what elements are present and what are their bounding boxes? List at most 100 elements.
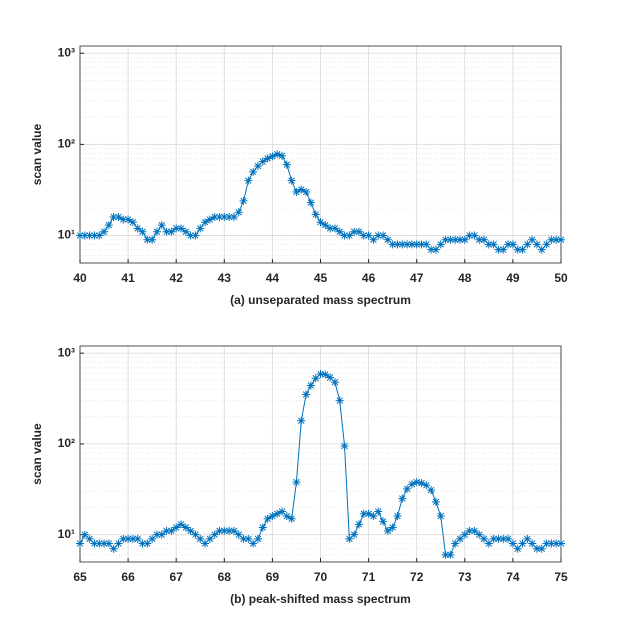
marker [114, 212, 123, 221]
marker [326, 224, 335, 233]
marker [383, 526, 392, 535]
marker [119, 534, 128, 543]
marker [138, 227, 147, 236]
marker [427, 245, 436, 254]
marker [537, 245, 546, 254]
marker [528, 235, 537, 244]
marker [470, 526, 479, 535]
marker [109, 212, 118, 221]
marker [350, 227, 359, 236]
marker [557, 539, 565, 548]
marker [523, 240, 532, 249]
y-tick-label: 10² [58, 137, 75, 151]
marker [162, 227, 171, 236]
marker [383, 235, 392, 244]
marker [475, 530, 484, 539]
marker [76, 539, 84, 548]
marker [311, 374, 320, 383]
marker [239, 534, 248, 543]
marker [167, 526, 176, 535]
marker [311, 210, 320, 219]
marker [547, 235, 556, 244]
marker [258, 523, 267, 532]
marker [508, 240, 517, 249]
marker [124, 215, 133, 224]
marker [292, 478, 301, 487]
marker [109, 544, 118, 553]
marker [364, 231, 373, 240]
marker [205, 215, 214, 224]
marker [143, 539, 152, 548]
x-tick-label: 48 [458, 271, 472, 285]
marker [306, 381, 315, 390]
marker [249, 539, 258, 548]
marker [532, 544, 541, 553]
marker [379, 517, 388, 526]
marker [537, 544, 546, 553]
marker [95, 231, 104, 240]
marker [273, 150, 282, 159]
x-tick-label: 50 [554, 271, 568, 285]
marker [306, 198, 315, 207]
marker [451, 539, 460, 548]
marker [220, 212, 229, 221]
x-tick-label: 46 [362, 271, 376, 285]
marker [282, 160, 291, 169]
marker [104, 221, 113, 230]
marker [532, 240, 541, 249]
marker [403, 240, 412, 249]
marker [547, 539, 556, 548]
marker [484, 240, 493, 249]
marker [441, 235, 450, 244]
marker [239, 196, 248, 205]
marker [504, 534, 513, 543]
marker [403, 484, 412, 493]
marker [513, 245, 522, 254]
axes-box [79, 345, 562, 563]
x-tick-label: 49 [506, 271, 520, 285]
marker [278, 507, 287, 516]
marker [417, 479, 426, 488]
marker [379, 231, 388, 240]
marker [321, 370, 330, 379]
marker [244, 534, 253, 543]
marker [292, 188, 301, 197]
marker [80, 530, 89, 539]
marker [393, 512, 402, 521]
marker [177, 520, 186, 529]
marker [76, 231, 84, 240]
marker [455, 534, 464, 543]
marker [90, 231, 99, 240]
marker [513, 544, 522, 553]
marker [104, 539, 113, 548]
marker [508, 539, 517, 548]
marker [268, 152, 277, 161]
marker [369, 512, 378, 521]
marker [345, 231, 354, 240]
marker [148, 534, 157, 543]
marker [186, 526, 195, 535]
marker [220, 526, 229, 535]
x-tick-label: 73 [458, 570, 472, 584]
marker [114, 539, 123, 548]
x-tick-label: 42 [170, 271, 184, 285]
marker [494, 534, 503, 543]
marker [552, 539, 561, 548]
marker [210, 530, 219, 539]
marker [181, 227, 190, 236]
marker [172, 523, 181, 532]
marker [455, 235, 464, 244]
x-tick-label: 65 [73, 570, 87, 584]
marker [388, 240, 397, 249]
marker [278, 151, 287, 160]
marker [225, 526, 234, 535]
marker [412, 478, 421, 487]
marker [499, 534, 508, 543]
marker [128, 534, 137, 543]
marker [321, 221, 330, 230]
marker [133, 224, 142, 233]
marker [422, 481, 431, 490]
marker [148, 235, 157, 244]
x-tick-label: 45 [314, 271, 328, 285]
